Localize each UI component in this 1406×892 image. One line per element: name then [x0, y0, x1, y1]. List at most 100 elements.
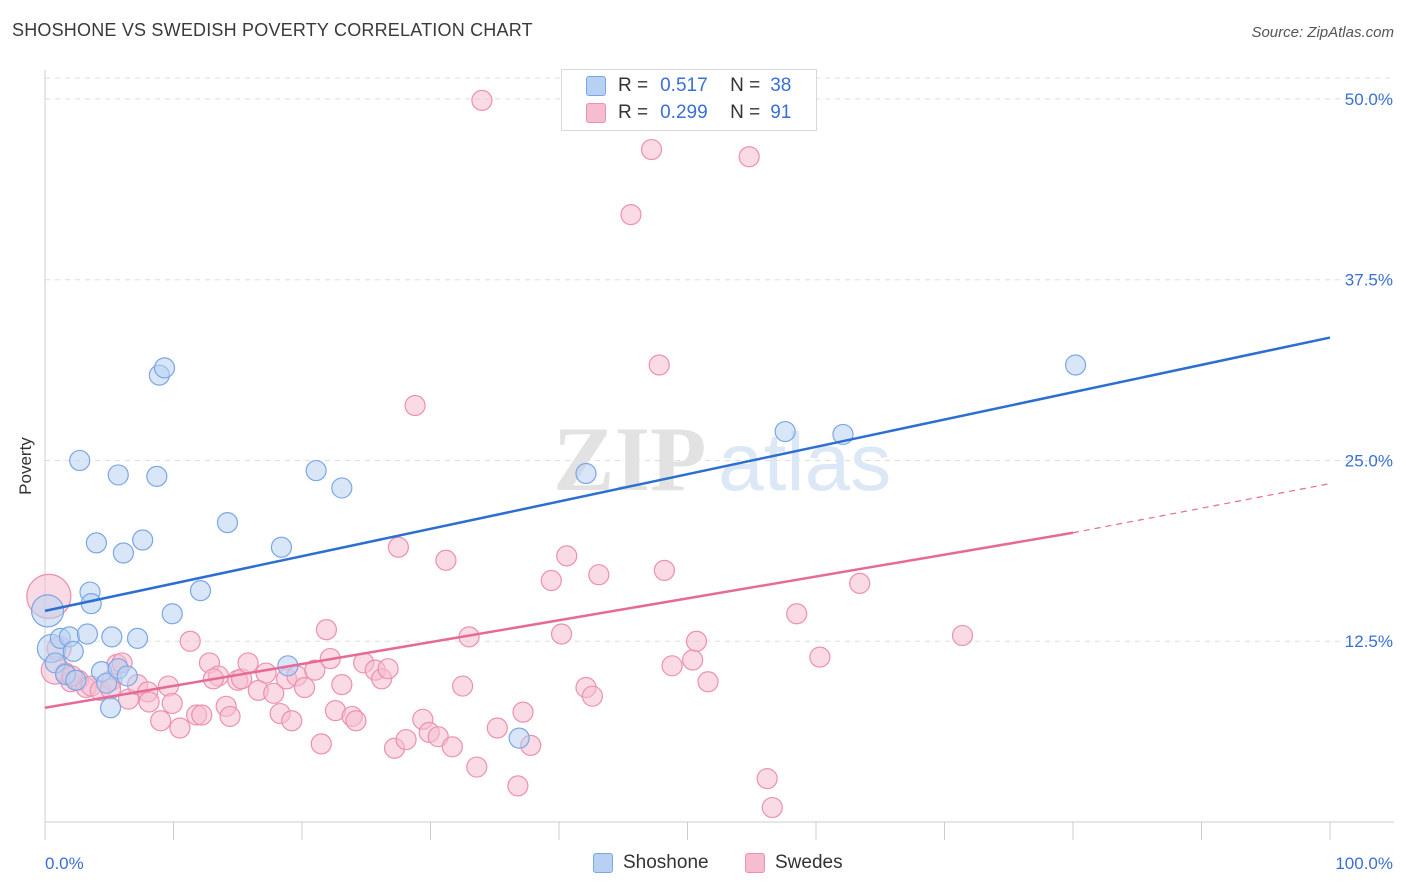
shoshone-point [126, 627, 149, 649]
swedes-point [661, 655, 683, 677]
legend-n-value: 38 [770, 75, 792, 96]
series-legend: Shoshone Swedes [0, 850, 1406, 878]
swedes-point [435, 549, 457, 571]
swedes-points [26, 89, 974, 819]
shoshone-point [270, 536, 293, 558]
swedes-point [653, 559, 675, 581]
swedes-trendline [44, 531, 1074, 709]
y-tick-label: 50.0% [1345, 90, 1393, 109]
tick-labels: 12.5% 25.0% 37.5% 50.0% 0.0% 100.0% [45, 90, 1393, 873]
swedes-point [377, 658, 399, 680]
legend-row-swedes: R = 0.299 N = 91 [586, 102, 791, 124]
source-label: Source: ZipAtlas.com [1251, 24, 1394, 41]
shoshone-point [161, 603, 183, 625]
shoshone-point [65, 669, 87, 691]
shoshone-point [132, 529, 154, 551]
swedes-point [471, 89, 493, 111]
swedes-point [550, 623, 573, 645]
swedes-point [849, 572, 871, 594]
shoshone-point [85, 532, 108, 554]
swedes-swatch [745, 853, 765, 873]
swedes-point [331, 674, 353, 696]
legend-n-label: N = [730, 75, 761, 96]
shoshone-swatch [593, 853, 613, 873]
shoshone-point [96, 672, 118, 694]
y-tick-label: 12.5% [1345, 632, 1393, 651]
swedes-point [756, 768, 778, 790]
swedes-swatch [586, 103, 606, 123]
shoshone-point [575, 462, 597, 485]
swedes-point [951, 624, 974, 647]
swedes-point [161, 692, 183, 715]
shoshone-point [153, 357, 176, 379]
shoshone-point [508, 727, 530, 749]
swedes-point [237, 652, 259, 674]
legend-row-shoshone: R = 0.517 N = 38 [586, 75, 791, 97]
swedes-point [138, 691, 160, 713]
swedes-point [281, 710, 303, 732]
shoshone-point [99, 697, 122, 719]
swedes-point [304, 659, 326, 681]
swedes-point [512, 701, 534, 723]
shoshone-point [189, 580, 212, 602]
legend-r-label: R = [618, 75, 649, 96]
swedes-point [738, 146, 760, 168]
swedes-point [293, 676, 316, 699]
swedes-point [507, 775, 529, 797]
swedes-point [466, 756, 488, 778]
swedes-point [150, 710, 172, 732]
swedes-point [191, 704, 213, 726]
swedes-point [581, 685, 604, 707]
legend-r-value: 0.517 [660, 75, 708, 96]
swedes-point [486, 717, 508, 739]
axes [44, 70, 1394, 840]
swedes-point [404, 394, 426, 417]
swedes-point [640, 138, 663, 161]
shoshone-point [107, 464, 129, 486]
legend-r-value: 0.299 [660, 102, 708, 123]
shoshone-point [116, 665, 138, 687]
watermark: ZIP atlas [553, 408, 891, 510]
y-tick-label: 37.5% [1345, 271, 1393, 290]
shoshone-point [112, 542, 134, 564]
swedes-point [255, 662, 277, 684]
swedes-point [620, 204, 642, 226]
swedes-point [441, 736, 463, 758]
shoshone-swatch [586, 76, 606, 96]
shoshone-point [101, 626, 123, 648]
shoshone-point [305, 459, 327, 482]
y-tick-label: 25.0% [1345, 451, 1393, 470]
swedes-trendline-extension [1072, 483, 1331, 534]
shoshone-point [69, 449, 91, 472]
swedes-point [345, 710, 367, 732]
y-axis-label: Poverty [16, 437, 35, 495]
swedes-point [786, 603, 808, 625]
stats-legend: R = 0.517 N = 38 R = 0.299 N = 91 [561, 69, 817, 131]
legend-n-label: N = [730, 102, 761, 123]
shoshone-point [216, 512, 239, 534]
swedes-point [697, 671, 719, 693]
swedes-point [761, 796, 783, 819]
swedes-point [387, 536, 409, 558]
swedes-point [556, 545, 578, 567]
shoshone-trendline [44, 336, 1331, 613]
swedes-point [263, 682, 285, 704]
gridlines [45, 77, 1394, 642]
shoshone-point [1064, 354, 1087, 376]
x-tick-label: 0.0% [45, 854, 84, 873]
swedes-point [452, 675, 474, 697]
swedes-point [179, 630, 201, 652]
legend-r-label: R = [618, 102, 649, 123]
swedes-point [219, 705, 241, 728]
shoshone-point [62, 640, 84, 662]
shoshone-point [774, 420, 796, 443]
legend-item-shoshone[interactable]: Shoshone [593, 852, 709, 874]
watermark-zip: ZIP [553, 408, 706, 510]
swedes-point [682, 649, 704, 671]
legend-item-swedes[interactable]: Swedes [745, 852, 843, 874]
swedes-point [310, 733, 332, 755]
shoshone-point [331, 477, 353, 499]
x-tick-label: 100.0% [1335, 854, 1393, 873]
shoshone-point [76, 623, 99, 645]
